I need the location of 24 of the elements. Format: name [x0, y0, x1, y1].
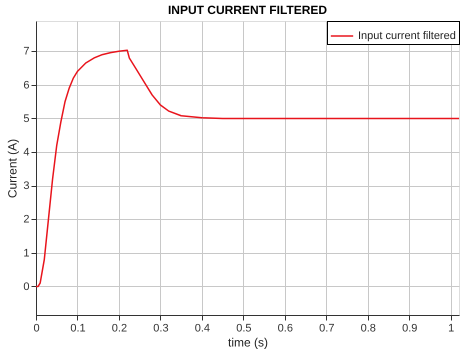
- x-tick-label: 0.3: [153, 322, 169, 334]
- chart-title: INPUT CURRENT FILTERED: [168, 3, 328, 17]
- x-tick-label: 0.8: [360, 322, 376, 334]
- x-tick-label: 0.5: [236, 322, 252, 334]
- x-tick-label: 0: [33, 322, 40, 334]
- y-tick-label: 5: [23, 112, 30, 125]
- y-axis-title: Current (A): [5, 138, 20, 198]
- y-tick-label: 3: [23, 180, 30, 192]
- x-axis-title: time (s): [228, 336, 268, 350]
- line-series: [35, 49, 460, 288]
- y-tick-label: 1: [23, 247, 30, 260]
- x-tick-label: 0.9: [402, 322, 418, 334]
- x-tick-label: 0.1: [70, 322, 86, 334]
- x-tick-label: 0.7: [319, 322, 334, 334]
- x-tick-label: 0.6: [278, 322, 293, 334]
- y-tick-label: 6: [23, 79, 30, 92]
- x-tick-label: 1: [448, 322, 454, 334]
- y-tick-label: 7: [23, 46, 30, 58]
- x-tick-label: 0.4: [194, 322, 210, 334]
- legend-label: Input current filtered: [358, 30, 456, 42]
- y-tick-label: 4: [23, 146, 30, 159]
- y-tick-label: 2: [23, 214, 30, 226]
- y-tick-label: 0: [23, 280, 30, 293]
- x-tick-label: 0.2: [112, 322, 128, 334]
